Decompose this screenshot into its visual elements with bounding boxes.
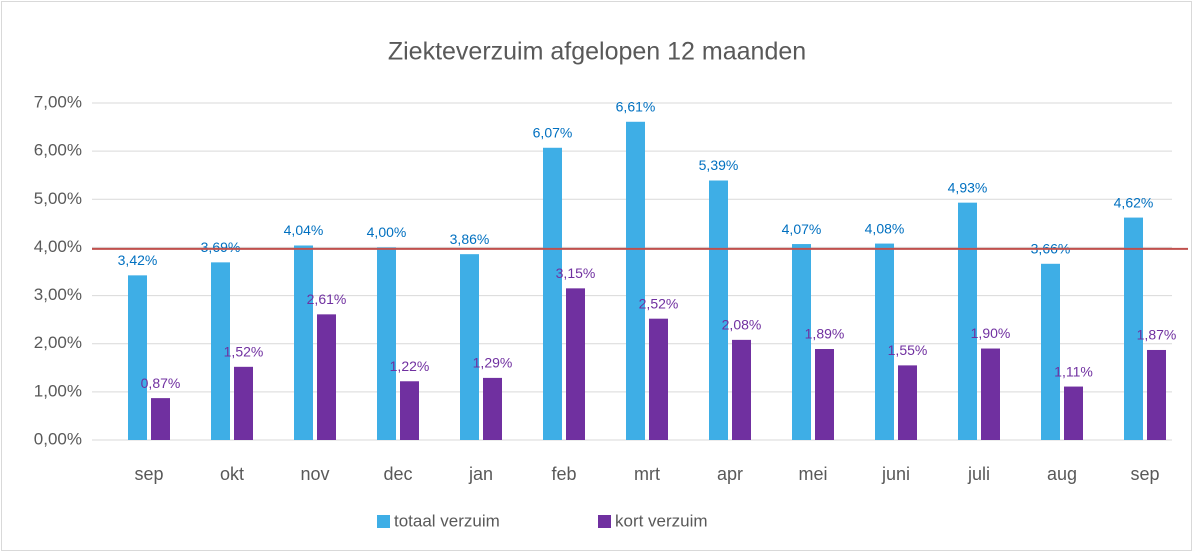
value-label: 4,08% (865, 220, 905, 236)
bar (898, 365, 917, 440)
y-tick-label: 6,00% (34, 141, 82, 160)
value-label: 4,04% (284, 222, 324, 238)
value-label: 3,69% (201, 239, 241, 255)
bar (1041, 263, 1060, 440)
value-label: 4,62% (1114, 194, 1154, 210)
legend-swatch (598, 515, 611, 528)
bar (709, 180, 728, 440)
x-tick-label: okt (220, 464, 244, 484)
bar (543, 147, 562, 440)
legend-label: totaal verzuim (394, 511, 500, 530)
value-label: 3,86% (450, 231, 490, 247)
bar (958, 202, 977, 440)
x-tick-label: sep (134, 464, 163, 484)
value-label: 4,07% (782, 221, 822, 237)
value-label: 6,07% (533, 124, 573, 140)
value-label: 1,29% (473, 355, 513, 371)
x-tick-label: apr (717, 464, 743, 484)
value-label: 0,87% (141, 375, 181, 391)
y-tick-label: 5,00% (34, 189, 82, 208)
bar (1124, 217, 1143, 440)
x-tick-label: juli (967, 464, 990, 484)
y-tick-label: 7,00% (34, 92, 82, 111)
x-tick-label: feb (551, 464, 576, 484)
bar (234, 366, 253, 440)
value-label: 2,52% (639, 295, 679, 311)
bar (875, 243, 894, 440)
bar (1064, 386, 1083, 440)
y-tick-label: 2,00% (34, 333, 82, 352)
bar (792, 244, 811, 440)
bar (626, 121, 645, 441)
value-label: 1,90% (971, 325, 1011, 341)
y-tick-label: 1,00% (34, 381, 82, 400)
value-label: 1,52% (224, 344, 264, 360)
bar (377, 247, 396, 440)
value-label: 1,89% (805, 326, 845, 342)
bar (400, 381, 419, 440)
x-tick-label: juni (881, 464, 910, 484)
bar (649, 318, 668, 440)
x-tick-label: aug (1047, 464, 1077, 484)
bar (128, 275, 147, 440)
chart-title: Ziekteverzuim afgelopen 12 maanden (388, 38, 806, 66)
value-label: 5,39% (699, 157, 739, 173)
value-label: 1,11% (1054, 363, 1093, 379)
bar (1147, 349, 1166, 440)
y-tick-label: 3,00% (34, 285, 82, 304)
x-tick-label: nov (300, 464, 329, 484)
value-label: 1,87% (1137, 327, 1177, 343)
bar (815, 349, 834, 440)
value-label: 3,15% (556, 265, 596, 281)
value-label: 3,42% (118, 252, 158, 268)
value-label: 1,55% (888, 342, 928, 358)
x-tick-label: jan (468, 464, 493, 484)
x-tick-label: dec (383, 464, 412, 484)
bar (732, 339, 751, 440)
bar (151, 398, 170, 440)
bar (981, 348, 1000, 440)
bar (460, 254, 479, 440)
value-label: 4,00% (367, 224, 407, 240)
bar (211, 262, 230, 440)
value-label: 4,93% (948, 179, 988, 195)
value-label: 2,61% (307, 291, 347, 307)
legend-swatch (377, 515, 390, 528)
bar (317, 314, 336, 440)
x-tick-label: mei (798, 464, 827, 484)
bar (294, 245, 313, 440)
bar (483, 377, 502, 440)
x-tick-label: sep (1130, 464, 1159, 484)
y-tick-label: 4,00% (34, 237, 82, 256)
value-label: 6,61% (616, 98, 656, 114)
value-label: 2,08% (722, 317, 762, 333)
x-tick-label: mrt (634, 464, 660, 484)
legend-label: kort verzuim (615, 511, 708, 530)
bar (566, 288, 585, 440)
value-label: 1,22% (390, 358, 430, 374)
y-tick-label: 0,00% (34, 429, 82, 448)
